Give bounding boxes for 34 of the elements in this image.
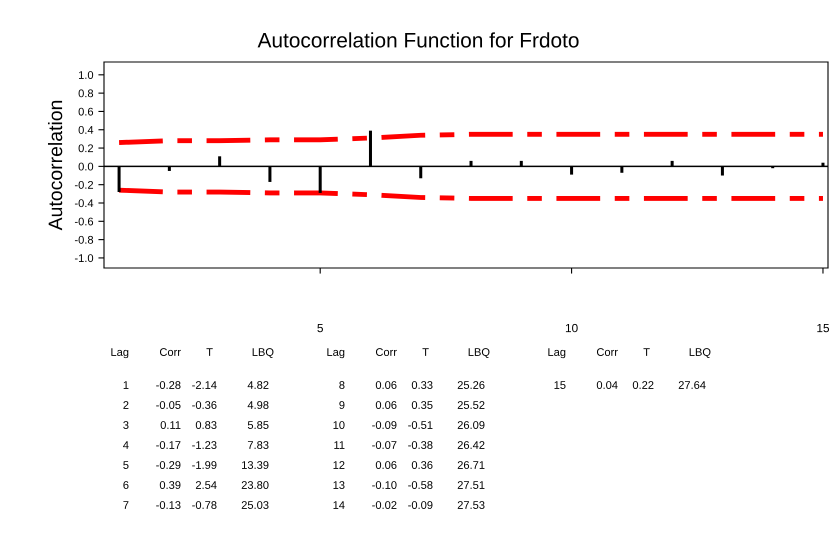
text: 13 -0.10 -0.58 27.51	[333, 481, 484, 489]
text: 11 -0.07 -0.38 26.42	[334, 441, 484, 449]
y-tick-label: 0.8	[78, 89, 94, 98]
x-tick-label: 15	[817, 324, 830, 332]
y-tick-label: -0.4	[74, 199, 94, 208]
text: 15 0.04 0.22 27.64	[554, 381, 706, 389]
text: 10 -0.09 -0.51 26.09	[333, 421, 484, 429]
x-tick-label: 10	[566, 324, 578, 332]
chart-title: Autocorrelation Function for Frdoto	[258, 32, 579, 48]
y-tick-label: -0.8	[74, 236, 94, 244]
y-tick-label: 0.6	[78, 108, 94, 116]
text: 12 0.06 0.36 26.71	[333, 461, 484, 469]
text: 7 -0.13 -0.78 25.03	[123, 501, 269, 509]
y-tick-label: -1.0	[74, 254, 94, 262]
y-axis-title: Autocorrelation	[48, 100, 62, 230]
text: 9 0.06 0.35 25.52	[339, 401, 484, 409]
text: Lag Corr T LBQ	[111, 348, 274, 358]
y-tick-label: 0.2	[78, 144, 94, 152]
text: 2 -0.05 -0.36 4.98	[123, 401, 269, 409]
x-tick-label: 5	[317, 324, 323, 332]
y-tick-label: 0.4	[78, 126, 94, 134]
text: 5 -0.29 -1.99 13.39	[123, 461, 268, 469]
y-tick-label: 1.0	[78, 71, 94, 79]
text: 8 0.06 0.33 25.26	[339, 381, 485, 389]
text: Lag Corr T LBQ	[548, 348, 710, 358]
y-tick-label: -0.6	[74, 218, 94, 226]
text: 3 0.11 0.83 5.85	[123, 421, 269, 429]
text: 4 -0.17 -1.23 7.83	[123, 441, 269, 449]
y-tick-label: 0.0	[78, 162, 94, 171]
text: 1 -0.28 -2.14 4.82	[124, 381, 268, 389]
text: 14 -0.02 -0.09 27.53	[333, 501, 485, 509]
text: 6 0.39 2.54 23.80	[123, 481, 269, 489]
y-tick-label: -0.2	[74, 180, 94, 189]
text: Lag Corr T LBQ	[327, 348, 490, 358]
